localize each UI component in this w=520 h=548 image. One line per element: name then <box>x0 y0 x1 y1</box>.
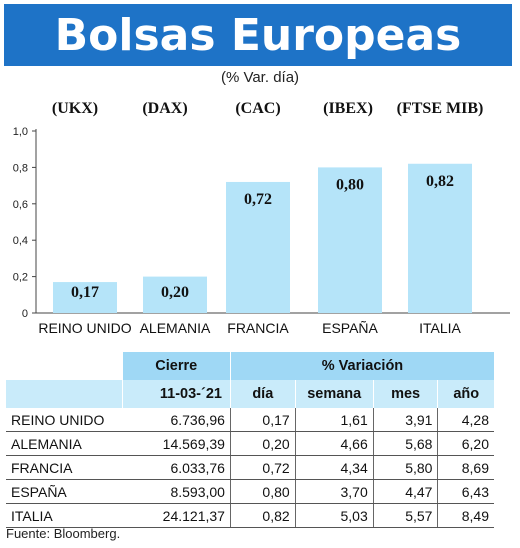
bar-value-label: 0,17 <box>71 284 99 301</box>
category-label: FRANCIA <box>227 320 289 336</box>
cell-mes: 5,68 <box>372 431 438 456</box>
index-code-ftse-mib: (FTSE MIB) <box>396 100 484 117</box>
cell-mes: 3,91 <box>372 408 438 432</box>
bar-value-label: 0,20 <box>161 284 189 301</box>
index-code-dax: (DAX) <box>142 100 188 117</box>
cell-mes: 4,47 <box>372 479 438 504</box>
bar <box>226 181 290 313</box>
header-mes: mes <box>372 380 438 408</box>
y-tick-label: 0,4 <box>13 235 28 247</box>
bar-value-label: 0,80 <box>336 176 364 193</box>
header-cierre: Cierre <box>121 352 231 380</box>
category-label: ESPAÑA <box>322 320 378 336</box>
table-header-cols: 11-03-´21 día semana mes año <box>6 380 494 408</box>
cell-anio: 8,49 <box>437 503 494 528</box>
chart-subtitle: (% Var. día) <box>220 69 300 86</box>
index-code-ukx: (UKX) <box>51 100 99 117</box>
bar <box>53 282 117 313</box>
markets-table: Cierre % Variación 11-03-´21 día semana … <box>6 352 494 528</box>
cell-semana: 4,34 <box>294 455 374 480</box>
header-blank <box>6 352 123 380</box>
bar <box>143 276 207 313</box>
cell-dia: 0,82 <box>229 503 296 528</box>
cell-mes: 5,57 <box>372 503 438 528</box>
header-blank-2 <box>6 380 123 408</box>
bar-chart: 0 0,2 0,4 0,6 0,8 1,0 0,17 REINO UNIDO 0,20 ALEMA… <box>13 126 510 336</box>
bar <box>318 167 382 313</box>
table-row: REINO UNIDO 6.736,96 0,17 1,61 3,91 4,28 <box>6 408 494 432</box>
y-tick-label: 0,6 <box>13 199 28 211</box>
table-header-group: Cierre % Variación <box>6 352 494 380</box>
cell-cierre: 24.121,37 <box>122 503 231 528</box>
cell-semana: 4,66 <box>294 431 374 456</box>
title-banner: Bolsas Europeas <box>4 4 512 66</box>
category-label: REINO UNIDO <box>38 320 131 336</box>
cell-cierre: 8.593,00 <box>122 479 231 504</box>
row-name: ALEMANIA <box>6 431 123 456</box>
header-variacion: % Variación <box>229 352 494 380</box>
table-row: ESPAÑA 8.593,00 0,80 3,70 4,47 6,43 <box>6 479 494 504</box>
row-name: ITALIA <box>6 503 123 528</box>
category-label: ALEMANIA <box>140 320 211 336</box>
y-tick-label: 0,8 <box>13 162 28 174</box>
cell-dia: 0,17 <box>229 408 296 432</box>
table-row: FRANCIA 6.033,76 0,72 4,34 5,80 8,69 <box>6 455 494 480</box>
cell-dia: 0,20 <box>229 431 296 456</box>
table-row: ITALIA 24.121,37 0,82 5,03 5,57 8,49 <box>6 503 494 528</box>
cell-cierre: 6.736,96 <box>122 408 231 432</box>
row-name: FRANCIA <box>6 455 123 480</box>
cell-cierre: 6.033,76 <box>122 455 231 480</box>
header-date: 11-03-´21 <box>121 380 231 408</box>
index-code-ibex: (IBEX) <box>323 100 373 117</box>
cell-dia: 0,80 <box>229 479 296 504</box>
chart-title: Bolsas Europeas <box>54 9 462 61</box>
cell-cierre: 14.569,39 <box>122 431 231 456</box>
cell-semana: 1,61 <box>294 408 374 432</box>
cell-anio: 6,43 <box>437 479 494 504</box>
header-anio: año <box>437 380 494 408</box>
row-name: REINO UNIDO <box>6 408 123 432</box>
row-name: ESPAÑA <box>6 479 123 504</box>
header-dia: día <box>229 380 296 408</box>
markets-table-wrap: Cierre % Variación 11-03-´21 día semana … <box>6 352 494 528</box>
source-note: Fuente: Bloomberg. <box>6 526 121 541</box>
bar <box>408 163 472 313</box>
y-tick-label: 0,2 <box>13 272 28 284</box>
y-tick-label: 1,0 <box>13 126 28 138</box>
bar-value-label: 0,82 <box>426 173 454 190</box>
cell-semana: 5,03 <box>294 503 374 528</box>
table-row: ALEMANIA 14.569,39 0,20 4,66 5,68 6,20 <box>6 431 494 456</box>
cell-mes: 5,80 <box>372 455 438 480</box>
cell-semana: 3,70 <box>294 479 374 504</box>
index-codes: (UKX) (DAX) (CAC) (IBEX) (FTSE MIB) <box>0 100 520 120</box>
index-code-cac: (CAC) <box>235 100 281 117</box>
cell-anio: 6,20 <box>437 431 494 456</box>
y-tick-label: 0 <box>22 308 28 320</box>
bar-value-label: 0,72 <box>244 191 272 208</box>
cell-anio: 4,28 <box>437 408 494 432</box>
category-label: ITALIA <box>419 320 461 336</box>
cell-dia: 0,72 <box>229 455 296 480</box>
cell-anio: 8,69 <box>437 455 494 480</box>
header-semana: semana <box>294 380 374 408</box>
